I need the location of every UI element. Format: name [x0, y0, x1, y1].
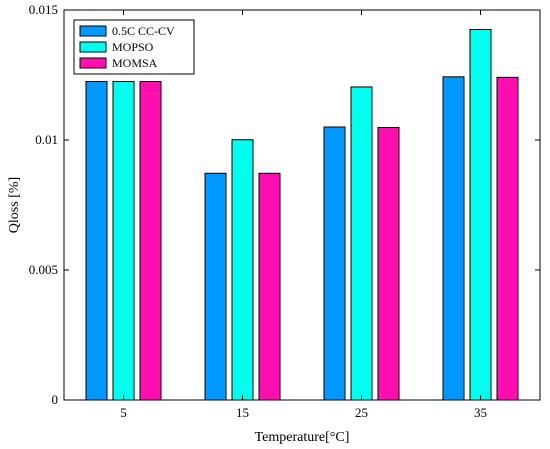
legend-label: 0.5C CC-CV	[112, 24, 175, 38]
bar-momsa-35	[496, 76, 519, 401]
bar-mopso-35	[469, 29, 492, 401]
y-tick-label: 0.005	[29, 262, 58, 277]
y-tick-label: 0.01	[35, 132, 58, 147]
bar-momsa-15	[258, 172, 281, 401]
plot-area-frame	[63, 9, 541, 401]
x-tick-label: 5	[120, 405, 127, 420]
legend-label: MOMSA	[112, 56, 158, 70]
legend-swatch	[79, 41, 107, 53]
bar-0-5c-cc-cv-5	[85, 81, 108, 401]
legend-swatch	[79, 25, 107, 37]
bar-momsa-25	[377, 127, 400, 401]
x-tick-label: 35	[474, 405, 487, 420]
legend-label: MOPSO	[112, 40, 154, 54]
x-tick-label: 25	[355, 405, 368, 420]
x-axis: 5 15 25 35	[120, 10, 487, 420]
bar-0-5c-cc-cv-25	[323, 126, 346, 401]
x-axis-title: Temperature[°C]	[255, 430, 350, 445]
x-tick-label: 15	[236, 405, 249, 420]
bar-mopso-15	[231, 139, 254, 401]
bar-0-5c-cc-cv-35	[442, 76, 465, 401]
legend: 0.5C CC-CV MOPSO MOMSA	[73, 19, 195, 75]
y-tick-label: 0.015	[29, 2, 58, 17]
bar-0-5c-cc-cv-15	[204, 172, 227, 401]
bar-mopso-25	[350, 86, 373, 401]
bars-group	[85, 29, 519, 401]
bar-mopso-5	[112, 81, 135, 401]
legend-swatch	[79, 57, 107, 69]
y-axis-title: Qloss [%]	[7, 177, 22, 233]
y-axis: 0 0.005 0.01 0.015	[29, 2, 540, 407]
bar-momsa-5	[139, 81, 162, 401]
y-tick-label: 0	[52, 392, 59, 407]
